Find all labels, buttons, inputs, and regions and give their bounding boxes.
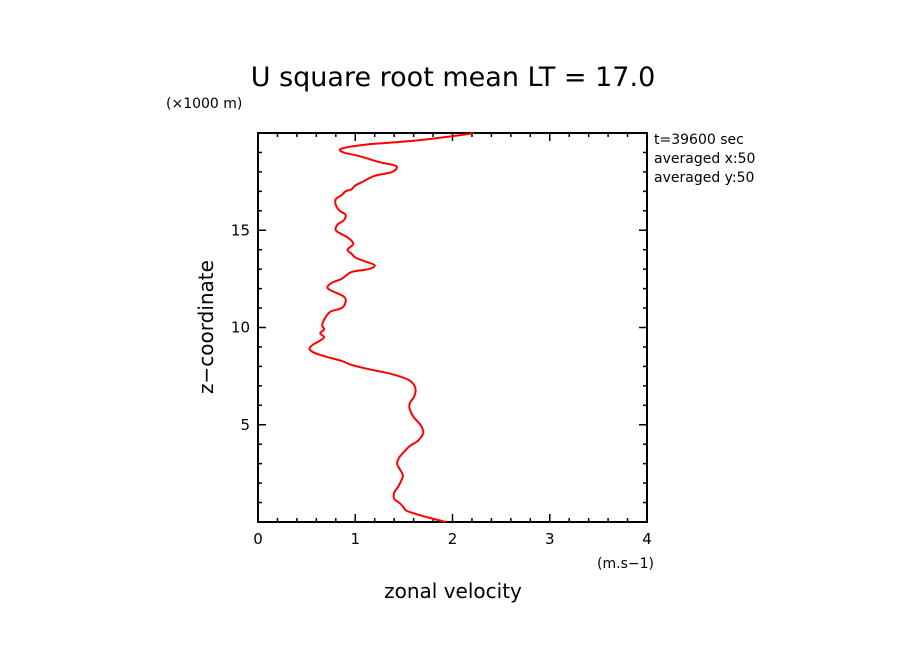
y-tick-label: 5 — [240, 416, 250, 434]
series-line-zonal-velocity — [308, 132, 475, 523]
run-info-annotations: t=39600 sec averaged x:50 averaged y:50 — [654, 132, 755, 186]
y-axis-unit: (×1000 m) — [166, 96, 242, 112]
run-info-line: averaged x:50 — [654, 151, 755, 167]
y-tick-label: 15 — [231, 221, 250, 239]
x-tick-label: 0 — [253, 530, 263, 548]
plot-frame — [257, 132, 648, 523]
chart-title: U square root mean LT = 17.0 — [251, 62, 656, 93]
y-tick-label: 10 — [231, 319, 250, 337]
x-tick-label: 3 — [545, 530, 555, 548]
y-axis-label: z−coordinate — [194, 260, 218, 394]
tick-labels: 0 1 2 3 4 5 10 15 — [231, 221, 652, 548]
run-info-line: averaged y:50 — [654, 170, 754, 186]
axis-ticks — [257, 133, 648, 522]
x-tick-label: 2 — [448, 530, 458, 548]
x-axis-unit: (m.s−1) — [597, 556, 654, 572]
x-axis-label: zonal velocity — [384, 579, 522, 603]
x-tick-label: 4 — [642, 530, 652, 548]
run-info-line: t=39600 sec — [654, 132, 744, 148]
x-tick-label: 1 — [350, 530, 360, 548]
